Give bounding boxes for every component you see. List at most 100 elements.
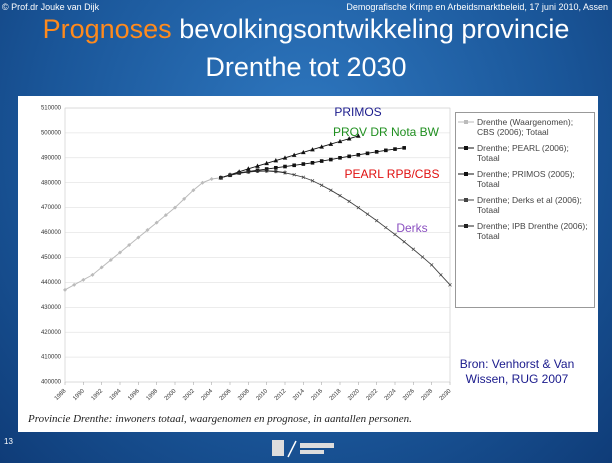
marker — [346, 136, 352, 141]
marker — [81, 277, 86, 282]
y-tick-label: 410000 — [41, 355, 62, 361]
marker — [99, 265, 104, 270]
marker — [301, 162, 306, 166]
marker — [282, 155, 288, 160]
marker — [191, 188, 196, 193]
marker — [264, 160, 269, 166]
title-rest: bevolkingsontwikkeling provincie — [179, 14, 570, 44]
marker — [328, 141, 334, 146]
legend-swatch — [458, 120, 474, 124]
legend-marker — [464, 224, 468, 228]
marker — [72, 282, 77, 287]
x-tick-label: 2028 — [421, 388, 435, 402]
legend-swatch — [458, 198, 474, 202]
marker — [338, 156, 342, 160]
marker — [402, 146, 406, 150]
marker — [182, 196, 187, 201]
legend-marker — [464, 198, 468, 202]
marker — [329, 157, 333, 162]
marker — [246, 166, 251, 171]
legend-label: Drenthe; PEARL (2006); Totaal — [477, 143, 569, 163]
annotation: PEARL RPB/CBS — [345, 167, 440, 181]
marker — [127, 243, 132, 247]
marker — [347, 154, 351, 159]
legend-entry: Drenthe; PEARL (2006); Totaal — [458, 143, 592, 163]
marker — [393, 147, 397, 151]
marker — [347, 199, 351, 204]
marker — [63, 287, 67, 292]
series-line — [220, 170, 286, 179]
marker — [374, 218, 379, 223]
x-tick-label: 2030 — [439, 388, 453, 402]
x-tick-label: 2006 — [219, 388, 233, 402]
marker — [173, 205, 177, 210]
x-tick-label: 2024 — [384, 388, 398, 402]
legend-label: Drenthe; Derks et al (2006); Totaal — [477, 195, 582, 215]
x-tick-label: 2016 — [311, 388, 325, 402]
legend-marker — [464, 172, 468, 176]
title-highlight: Prognoses — [42, 14, 172, 44]
series-line — [64, 177, 221, 291]
marker — [365, 212, 370, 216]
marker — [356, 153, 361, 157]
marker — [310, 161, 315, 165]
series-line — [220, 135, 359, 179]
y-tick-label: 500000 — [41, 130, 62, 136]
x-tick-label: 2008 — [237, 388, 251, 402]
x-tick-label: 2010 — [256, 388, 270, 402]
marker — [108, 257, 113, 262]
logo-crest — [272, 440, 284, 456]
x-tick-label: 1994 — [109, 388, 123, 402]
x-tick-label: 1988 — [54, 388, 68, 402]
legend-entry: Drenthe; Derks et al (2006); Totaal — [458, 195, 592, 215]
marker — [337, 138, 343, 144]
legend-marker — [464, 120, 468, 124]
marker — [200, 180, 205, 185]
legend-entry: Drenthe; IPB Drenthe (2006); Totaal — [458, 221, 592, 241]
annotation: Derks — [396, 221, 427, 235]
marker — [136, 235, 141, 240]
marker — [145, 228, 150, 233]
y-tick-label: 480000 — [41, 180, 62, 186]
marker — [356, 133, 361, 138]
source: Bron: Venhorst & Van — [460, 357, 575, 371]
marker — [402, 240, 406, 244]
y-tick-label: 490000 — [41, 155, 62, 161]
marker — [292, 173, 296, 177]
legend-entry: Drenthe; PRIMOS (2005); Totaal — [458, 169, 592, 189]
marker — [319, 144, 324, 149]
legend-swatch — [458, 146, 474, 150]
marker — [384, 148, 388, 153]
x-tick-label: 2022 — [366, 388, 380, 402]
marker — [365, 151, 370, 156]
marker — [310, 178, 315, 183]
page-number: 13 — [4, 437, 13, 446]
marker — [154, 220, 159, 225]
marker — [384, 225, 388, 230]
legend-entry: Drenthe (Waargenomen); CBS (2006); Totaa… — [458, 117, 592, 137]
marker — [319, 183, 324, 187]
x-tick-label: 2000 — [164, 388, 178, 402]
marker — [301, 175, 306, 179]
marker — [283, 164, 287, 169]
logo-text — [300, 443, 334, 448]
marker — [448, 283, 452, 287]
x-tick-label: 1992 — [91, 388, 105, 402]
y-tick-label: 470000 — [41, 205, 62, 211]
marker — [292, 163, 296, 168]
legend: Drenthe (Waargenomen); CBS (2006); Totaa… — [455, 112, 595, 308]
legend-label: Drenthe; PRIMOS (2005); Totaal — [477, 169, 575, 189]
marker — [310, 147, 315, 152]
chart-panel — [18, 96, 598, 432]
marker — [163, 213, 168, 218]
logo — [272, 440, 334, 458]
marker — [411, 247, 416, 251]
source: Wissen, RUG 2007 — [466, 372, 569, 386]
x-tick-label: 2002 — [182, 388, 196, 402]
x-tick-label: 1990 — [72, 388, 86, 402]
logo-slash — [287, 440, 297, 458]
marker — [393, 232, 397, 237]
marker — [273, 158, 279, 163]
legend-swatch — [458, 224, 474, 228]
